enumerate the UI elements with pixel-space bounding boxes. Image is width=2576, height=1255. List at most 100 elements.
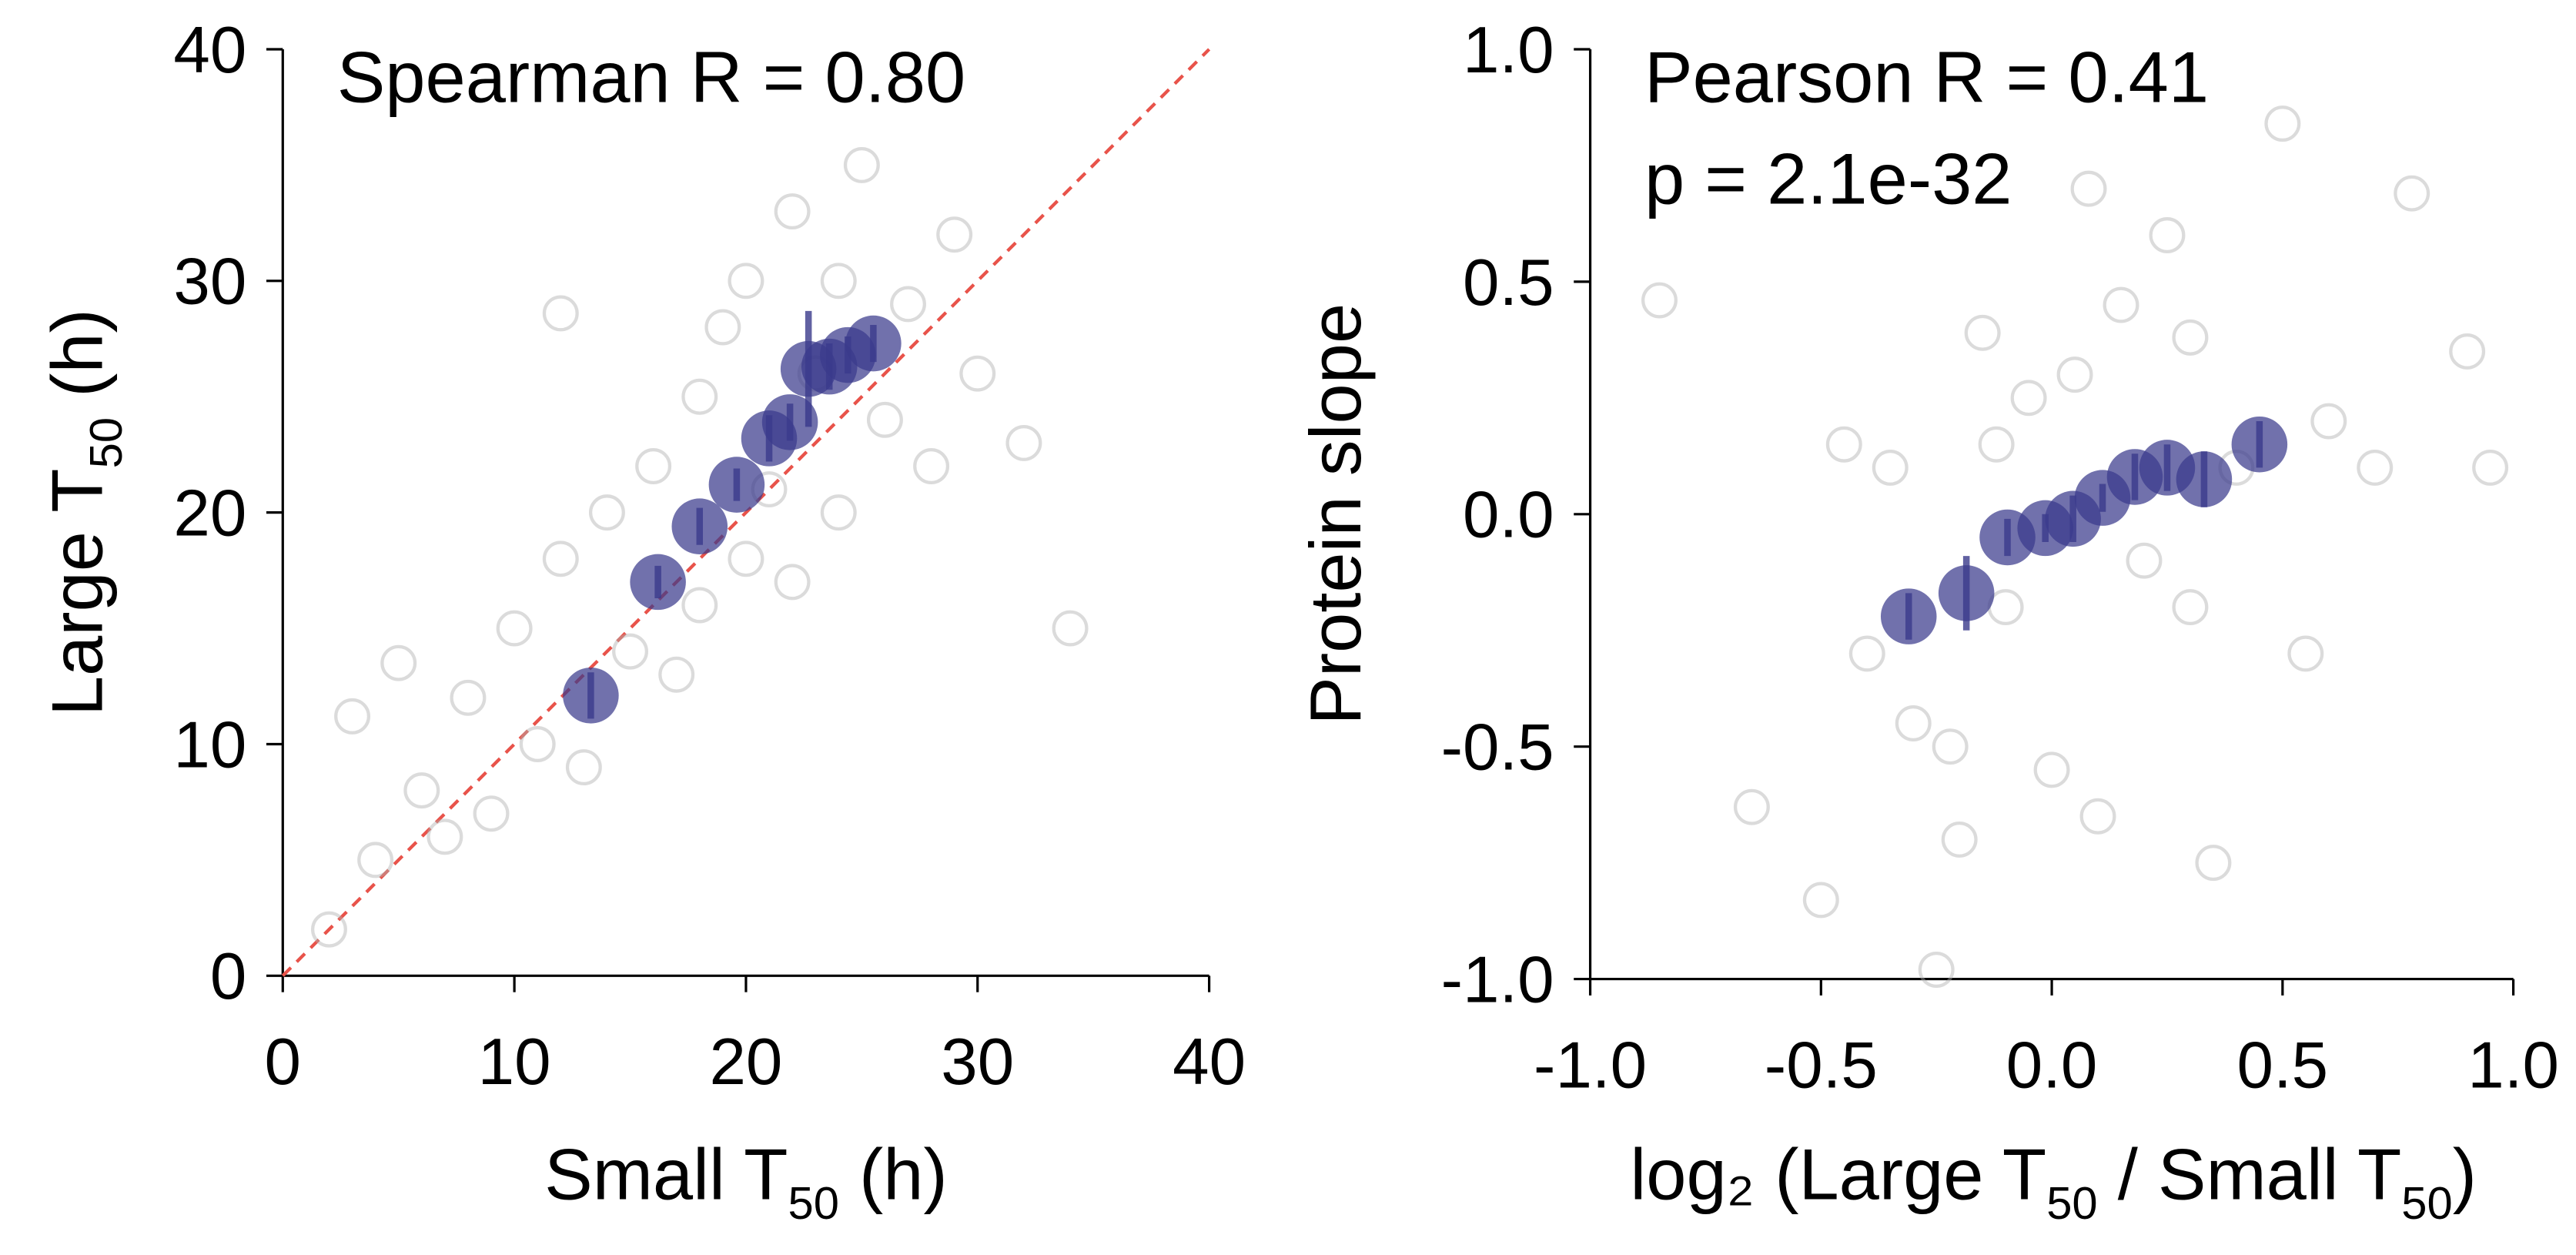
y-tick-label: 30 [173,246,246,319]
data-point [2149,217,2186,253]
data-point [2172,589,2209,626]
data-point [2010,380,2047,417]
data-point [380,644,417,681]
data-point [2126,542,2163,579]
subscript: 50 [788,1177,839,1229]
mean-point [708,457,765,513]
data-point [2103,286,2139,323]
x-tick-label: 30 [941,1026,1014,1099]
data-point [820,494,857,531]
data-point [1641,282,1678,319]
x-tick-label: -0.5 [1765,1029,1878,1102]
mean-point [1938,565,1995,621]
label-part: log₂ (Large T [1630,1133,2046,1214]
axis-label: Protein slope [1295,303,1376,725]
annotation: Spearman R = 0.80 [337,36,966,117]
y-tick-label: 40 [173,14,246,87]
label-part: / Small T [2098,1133,2402,1214]
data-point [1733,788,1770,825]
subscript: 50 [80,417,132,468]
y-tick-label: 10 [173,708,246,781]
label-part: ) [2453,1133,2477,1214]
data-point [565,749,602,786]
data-point [890,286,926,323]
data-point [658,656,695,693]
annotation: Pearson R = 0.41 [1644,36,2209,117]
y-tick-label: 0.5 [1463,246,1554,320]
label-part: Large T [37,468,118,716]
data-point [427,818,463,855]
data-point [728,263,764,300]
mean-point [630,554,686,611]
data-point [519,726,556,762]
data-point [357,842,394,878]
data-point [2264,105,2301,142]
y-tick-label: -1.0 [1441,943,1554,1016]
data-point [866,401,903,438]
x-tick-label: 20 [709,1026,782,1099]
data-point [542,540,579,577]
data-point [2070,170,2107,207]
data-point [936,216,973,253]
annotation: p = 2.1e-32 [1644,139,2012,219]
data-point [774,564,811,601]
axis-label: Large T50 (h) [37,309,132,716]
data-point [2079,798,2116,835]
data-point [959,355,996,392]
data-point [1941,821,1978,858]
x-tick-label: 10 [478,1026,551,1099]
y-tick-label: -0.5 [1441,711,1554,785]
data-point [704,309,741,346]
data-point [1978,426,2015,463]
y-tick-label: 0 [210,940,246,1013]
subscript: 50 [2046,1177,2097,1229]
data-point [2033,751,2070,788]
mean-point [2231,416,2288,473]
data-point [403,772,440,809]
data-point [588,494,625,531]
data-point [635,448,672,484]
data-point [334,698,371,735]
data-point [820,263,857,300]
data-point [2472,449,2509,486]
label-part: (h) [839,1133,948,1214]
x-tick-label: 0.0 [2006,1029,2098,1102]
mean-point [563,668,619,724]
mean-point [761,394,818,450]
data-point [1052,610,1089,647]
data-point [681,378,718,415]
identity-line [281,48,1211,977]
data-point [496,610,533,647]
x-tick-label: 40 [1173,1026,1246,1099]
data-point [1932,728,1969,765]
data-point [2172,319,2209,356]
data-point [843,146,880,183]
data-point [2310,403,2347,440]
y-tick-label: 1.0 [1463,14,1554,87]
x-tick-label: -1.0 [1534,1029,1647,1102]
data-point [2357,449,2394,486]
label-part: Small T [544,1133,788,1214]
mean-point [671,498,728,554]
y-tick-label: 0.0 [1463,479,1554,552]
label-part: Protein slope [1295,303,1376,725]
y-tick-label: 20 [173,477,246,551]
data-point [1872,449,1909,486]
x-tick-label: 0 [265,1026,301,1099]
data-point [542,295,579,332]
data-point [728,540,764,577]
x-tick-label: 0.5 [2237,1029,2329,1102]
data-point [2195,845,2232,882]
data-point [2394,175,2430,212]
data-point [681,587,718,624]
data-point [1802,882,1839,919]
data-point [310,911,347,948]
data-point [450,679,487,716]
data-point [1848,635,1885,672]
data-point [473,795,510,832]
axis-label: Small T50 (h) [544,1133,948,1229]
data-point [1895,705,1932,741]
axis-label: log₂ (Large T50 / Small T50) [1630,1133,2477,1229]
